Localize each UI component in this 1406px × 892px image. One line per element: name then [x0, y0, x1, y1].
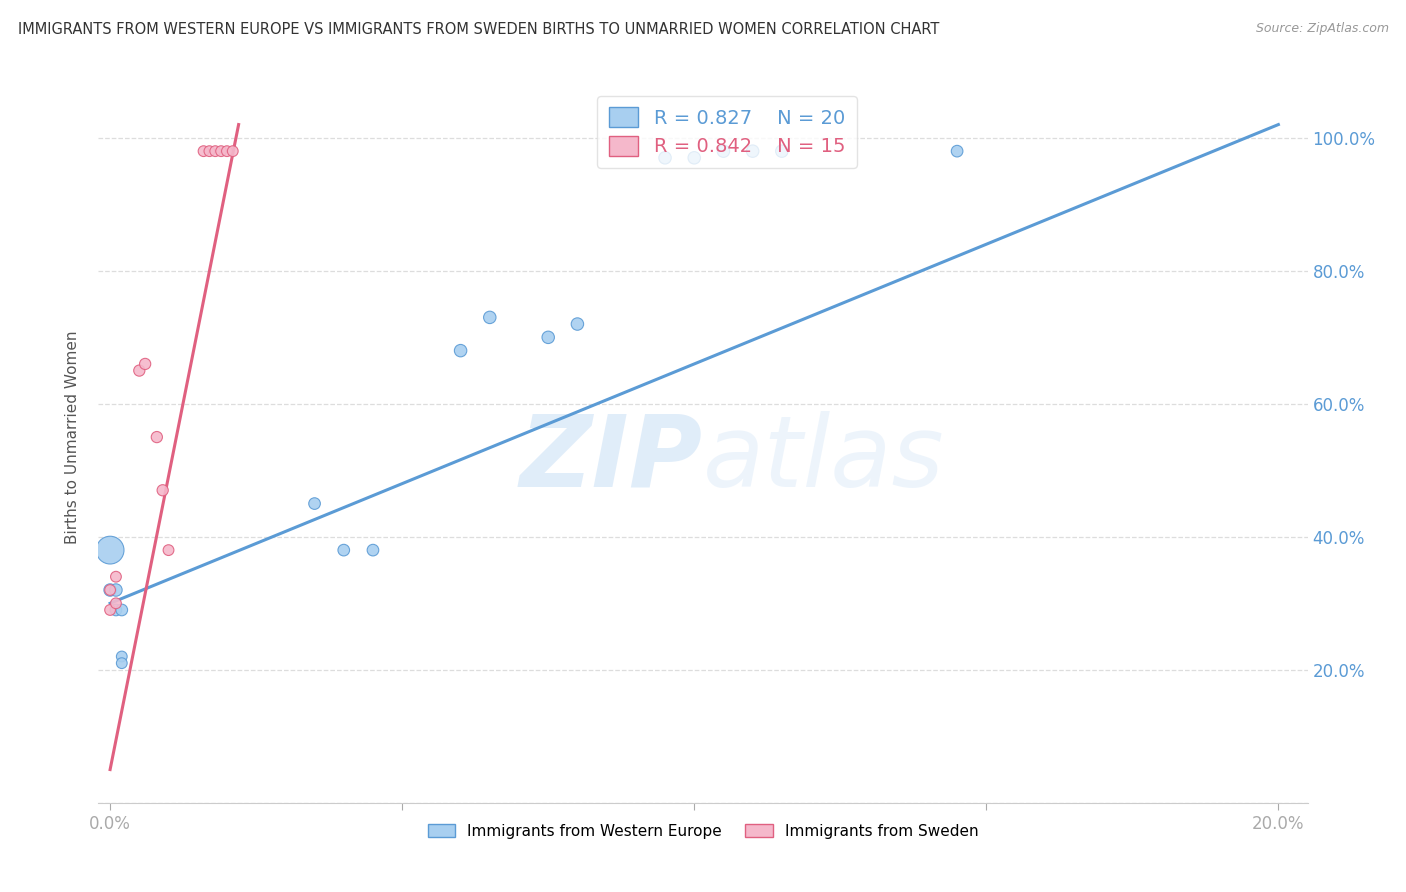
- Point: [104, 570, 127, 584]
- Text: Source: ZipAtlas.com: Source: ZipAtlas.com: [1256, 22, 1389, 36]
- Text: atlas: atlas: [703, 410, 945, 508]
- Point: [98, 603, 121, 617]
- Point: [946, 144, 969, 158]
- Point: [193, 144, 215, 158]
- Text: ZIP: ZIP: [520, 410, 703, 508]
- Point: [304, 497, 326, 511]
- Point: [104, 596, 127, 610]
- Point: [741, 144, 763, 158]
- Point: [537, 330, 560, 344]
- Point: [222, 144, 245, 158]
- Point: [152, 483, 174, 498]
- Point: [111, 603, 134, 617]
- Point: [654, 151, 676, 165]
- Point: [450, 343, 472, 358]
- Point: [361, 543, 384, 558]
- Legend: Immigrants from Western Europe, Immigrants from Sweden: Immigrants from Western Europe, Immigran…: [420, 816, 986, 847]
- Point: [98, 543, 121, 558]
- Point: [713, 144, 735, 158]
- Point: [98, 582, 121, 597]
- Point: [215, 144, 238, 158]
- Text: IMMIGRANTS FROM WESTERN EUROPE VS IMMIGRANTS FROM SWEDEN BIRTHS TO UNMARRIED WOM: IMMIGRANTS FROM WESTERN EUROPE VS IMMIGR…: [18, 22, 939, 37]
- Point: [332, 543, 354, 558]
- Point: [567, 317, 589, 331]
- Y-axis label: Births to Unmarried Women: Births to Unmarried Women: [65, 330, 80, 544]
- Point: [198, 144, 221, 158]
- Point: [104, 582, 127, 597]
- Point: [683, 151, 706, 165]
- Point: [209, 144, 232, 158]
- Point: [478, 310, 501, 325]
- Point: [128, 363, 150, 377]
- Point: [104, 603, 127, 617]
- Point: [111, 649, 134, 664]
- Point: [146, 430, 169, 444]
- Point: [204, 144, 226, 158]
- Point: [111, 656, 134, 670]
- Point: [770, 144, 793, 158]
- Point: [157, 543, 180, 558]
- Point: [98, 582, 121, 597]
- Point: [134, 357, 156, 371]
